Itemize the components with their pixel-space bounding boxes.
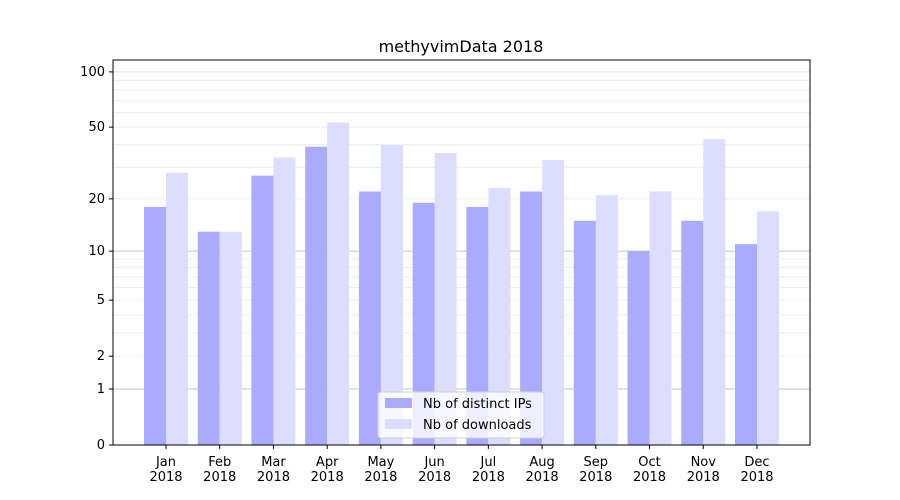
x-tick-label: Feb <box>208 455 231 470</box>
bar-ips <box>412 202 435 445</box>
x-tick-label: 2018 <box>311 470 344 485</box>
bar-downloads <box>380 144 403 446</box>
y-tick-label: 0 <box>97 438 105 453</box>
legend: Nb of distinct IPs Nb of downloads <box>377 391 545 439</box>
x-tick-label: 2018 <box>687 470 720 485</box>
bar-ips <box>144 206 166 445</box>
bar-downloads <box>273 157 296 446</box>
x-tick-label: Aug <box>529 455 554 470</box>
bar-ips <box>305 146 328 446</box>
y-tick-label: 50 <box>88 120 105 135</box>
bar-ips <box>573 220 596 445</box>
bar-ips <box>627 251 650 445</box>
axes-frame <box>112 59 811 446</box>
bar-downloads <box>488 188 511 445</box>
bar-downloads <box>595 195 618 445</box>
chart-title: methyvimData 2018 <box>379 37 544 56</box>
bar-downloads <box>219 231 242 445</box>
x-tick-label: Mar <box>261 455 286 470</box>
bar-ips <box>197 231 220 445</box>
x-tick-label: Oct <box>638 455 660 470</box>
x-tick-label: 2018 <box>364 470 397 485</box>
bar-downloads <box>434 153 457 445</box>
legend-swatch <box>385 419 412 429</box>
x-tick-label: 2018 <box>579 470 612 485</box>
y-tick-label: 1 <box>97 382 105 397</box>
x-tick-label: May <box>367 455 394 470</box>
bar-downloads <box>542 159 565 446</box>
x-tick-label: Jun <box>423 455 444 470</box>
bar-ips <box>735 244 757 445</box>
x-tick-label: 2018 <box>633 470 666 485</box>
y-tick-label: 20 <box>88 192 105 207</box>
y-tick-label: 5 <box>97 293 105 308</box>
bar-downloads <box>757 211 779 445</box>
bar-downloads <box>649 191 672 445</box>
bar-downloads <box>327 122 350 446</box>
x-tick-label: 2018 <box>418 470 451 485</box>
x-tick-label: 2018 <box>526 470 559 485</box>
legend-swatch <box>385 398 412 408</box>
legend-label: Nb of downloads <box>423 418 532 433</box>
y-tick-label: 100 <box>80 65 105 80</box>
x-tick-label: 2018 <box>472 470 505 485</box>
x-tick-label: Nov <box>691 455 717 470</box>
bar-downloads <box>703 139 726 446</box>
bar-ips <box>251 175 274 445</box>
y-tick-label: 10 <box>88 244 105 259</box>
bar-ips <box>466 206 489 445</box>
x-tick-label: Apr <box>316 455 339 470</box>
x-tick-label: 2018 <box>203 470 236 485</box>
bar-downloads <box>166 172 188 445</box>
x-tick-label: Sep <box>584 455 609 470</box>
x-tick-label: Jan <box>155 455 176 470</box>
x-tick-label: 2018 <box>149 470 182 485</box>
legend-box <box>377 391 545 439</box>
bar-ips <box>520 191 543 445</box>
bar-ips <box>358 191 381 445</box>
legend-label: Nb of distinct IPs <box>423 397 532 412</box>
x-tick-label: 2018 <box>257 470 290 485</box>
x-tick-label: Dec <box>744 455 769 470</box>
x-tick-label: Jul <box>480 455 497 470</box>
x-tick-label: 2018 <box>740 470 773 485</box>
y-tick-label: 2 <box>97 349 105 364</box>
bar-ips <box>681 220 704 445</box>
